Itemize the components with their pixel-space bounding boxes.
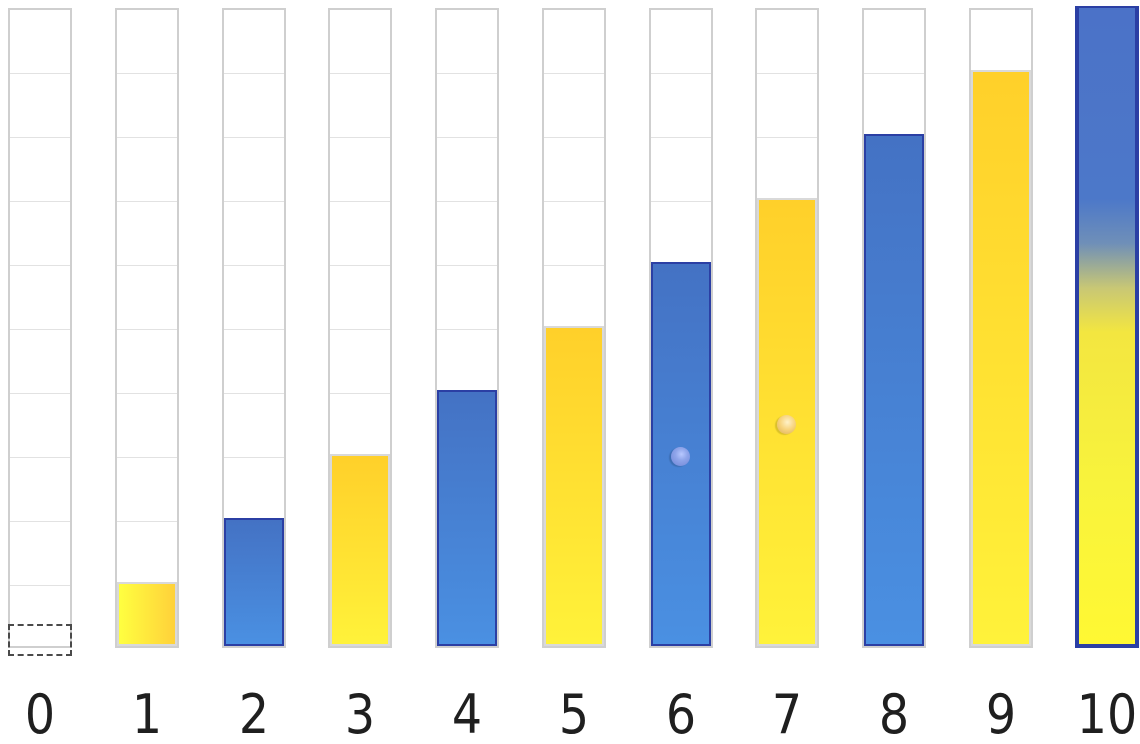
bar-fill [864, 134, 924, 646]
bar-column-2: 2 [222, 0, 286, 744]
bar-label: 2 [238, 683, 270, 744]
bar-label: 4 [451, 683, 483, 744]
bar-column-10: 10 [1075, 0, 1139, 744]
bar-column-1: 1 [115, 0, 179, 744]
bar-fill [117, 582, 177, 646]
bar-tube [969, 8, 1033, 648]
bar-tube [435, 8, 499, 648]
bar-column-7: 7 [755, 0, 819, 744]
bar-label: 0 [24, 683, 56, 744]
bar-column-6: 6 [649, 0, 713, 744]
bar-tube [115, 8, 179, 648]
bar-column-0: 0 [8, 0, 72, 744]
yellow-marble-icon[interactable] [777, 414, 796, 434]
bar-tube [755, 8, 819, 648]
bar-column-8: 8 [862, 0, 926, 744]
bar-label: 3 [344, 683, 376, 744]
bar-label: 7 [771, 683, 803, 744]
bar-fill [1077, 8, 1137, 646]
bar-tube [542, 8, 606, 648]
empty-slot-outline [8, 624, 72, 656]
bar-tube [649, 8, 713, 648]
bar-tube [1075, 6, 1139, 648]
bar-column-4: 4 [435, 0, 499, 744]
bar-label: 8 [878, 683, 910, 744]
bar-column-9: 9 [969, 0, 1033, 744]
bar-tube [8, 8, 72, 648]
bar-fill [971, 70, 1031, 646]
bar-fill [544, 326, 604, 646]
bar-column-3: 3 [328, 0, 392, 744]
bar-label: 5 [558, 683, 590, 744]
bar-label: 1 [131, 683, 163, 744]
grid-lines [117, 10, 177, 646]
bar-tube [222, 8, 286, 648]
grid-lines [10, 10, 70, 646]
bar-tube [328, 8, 392, 648]
bar-fill [437, 390, 497, 646]
bar-label: 10 [1076, 683, 1138, 744]
bar-fill [330, 454, 390, 646]
bar-tube [862, 8, 926, 648]
bar-column-5: 5 [542, 0, 606, 744]
bar-label: 9 [985, 683, 1017, 744]
bar-label: 6 [665, 683, 697, 744]
bar-fill [224, 518, 284, 646]
blue-marble-icon[interactable] [671, 446, 690, 466]
